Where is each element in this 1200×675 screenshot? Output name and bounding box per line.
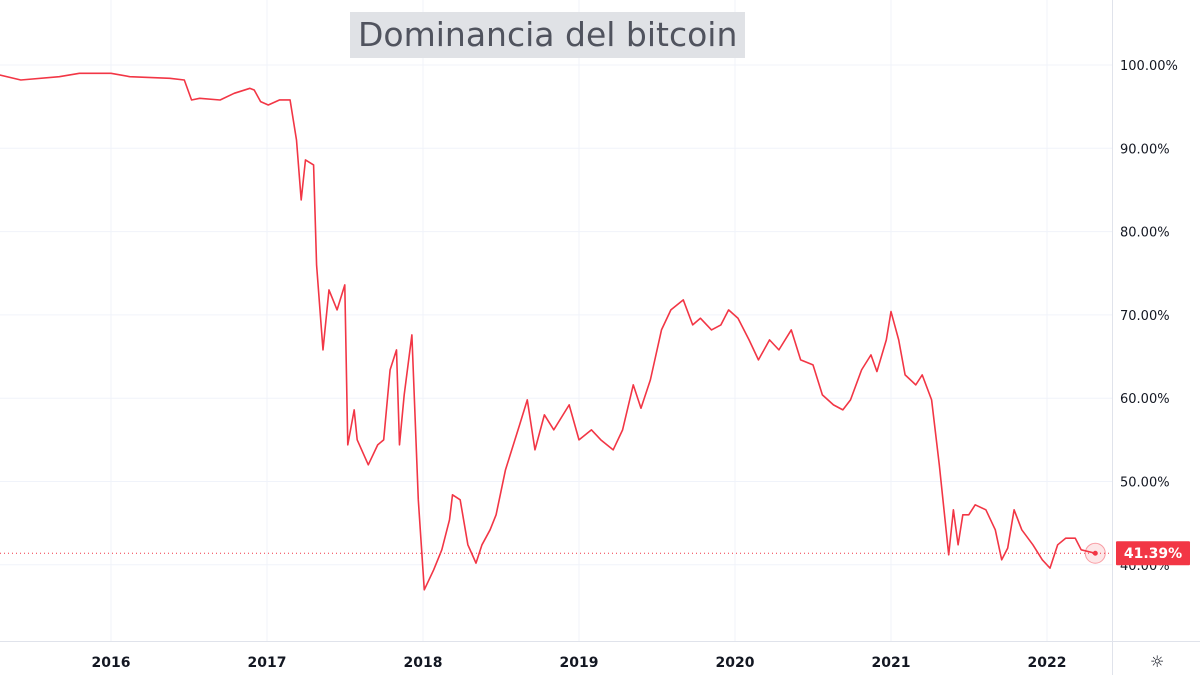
x-tick-label: 2020 xyxy=(716,655,755,671)
x-tick-label: 2019 xyxy=(560,655,599,671)
y-tick-label: 100.00% xyxy=(1120,59,1178,74)
series-line xyxy=(0,72,1096,591)
y-tick-label: 50.00% xyxy=(1120,476,1170,491)
last-value-label: 41.39% xyxy=(1124,546,1182,562)
y-tick-label: 60.00% xyxy=(1120,392,1170,407)
x-tick-label: 2021 xyxy=(872,655,911,671)
y-tick-label: 70.00% xyxy=(1120,309,1170,324)
y-tick-label: 80.00% xyxy=(1120,226,1170,241)
x-tick-label: 2018 xyxy=(404,655,443,671)
x-tick-label: 2017 xyxy=(248,655,287,671)
gear-icon[interactable]: ☼ xyxy=(1150,652,1165,671)
x-tick-label: 2016 xyxy=(92,655,131,671)
last-point xyxy=(1092,550,1098,556)
y-tick-label: 90.00% xyxy=(1120,142,1170,157)
x-tick-label: 2022 xyxy=(1028,655,1067,671)
last-value-badge xyxy=(1116,541,1190,566)
chart-title: Dominancia del bitcoin xyxy=(350,12,746,58)
